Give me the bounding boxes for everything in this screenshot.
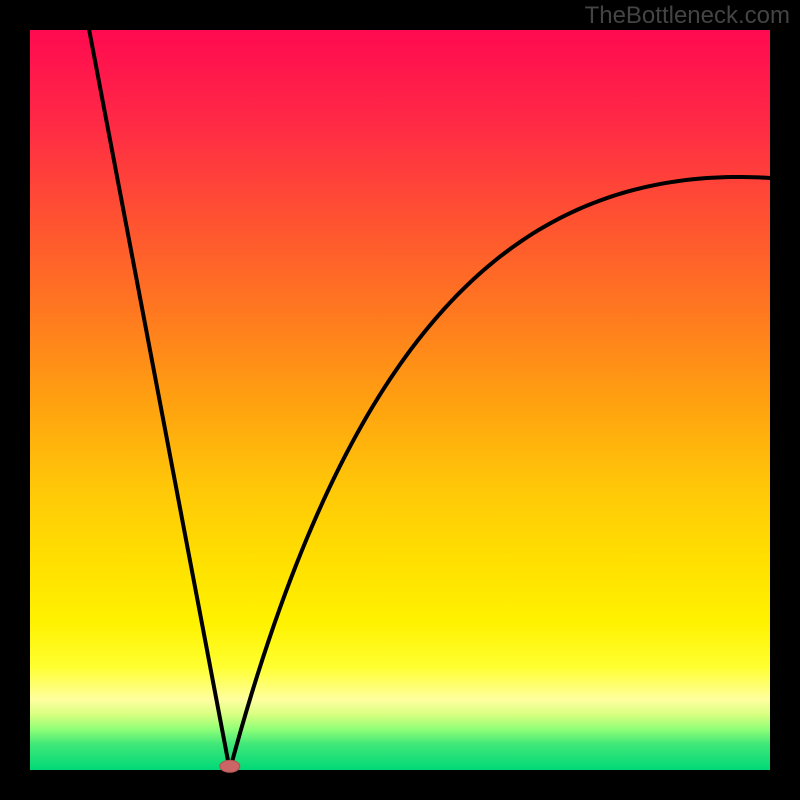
chart-container: TheBottleneck.com [0,0,800,800]
gradient-background [30,30,770,770]
bottleneck-curve-chart [0,0,800,800]
optimum-marker [220,760,240,772]
watermark-text: TheBottleneck.com [585,2,790,30]
